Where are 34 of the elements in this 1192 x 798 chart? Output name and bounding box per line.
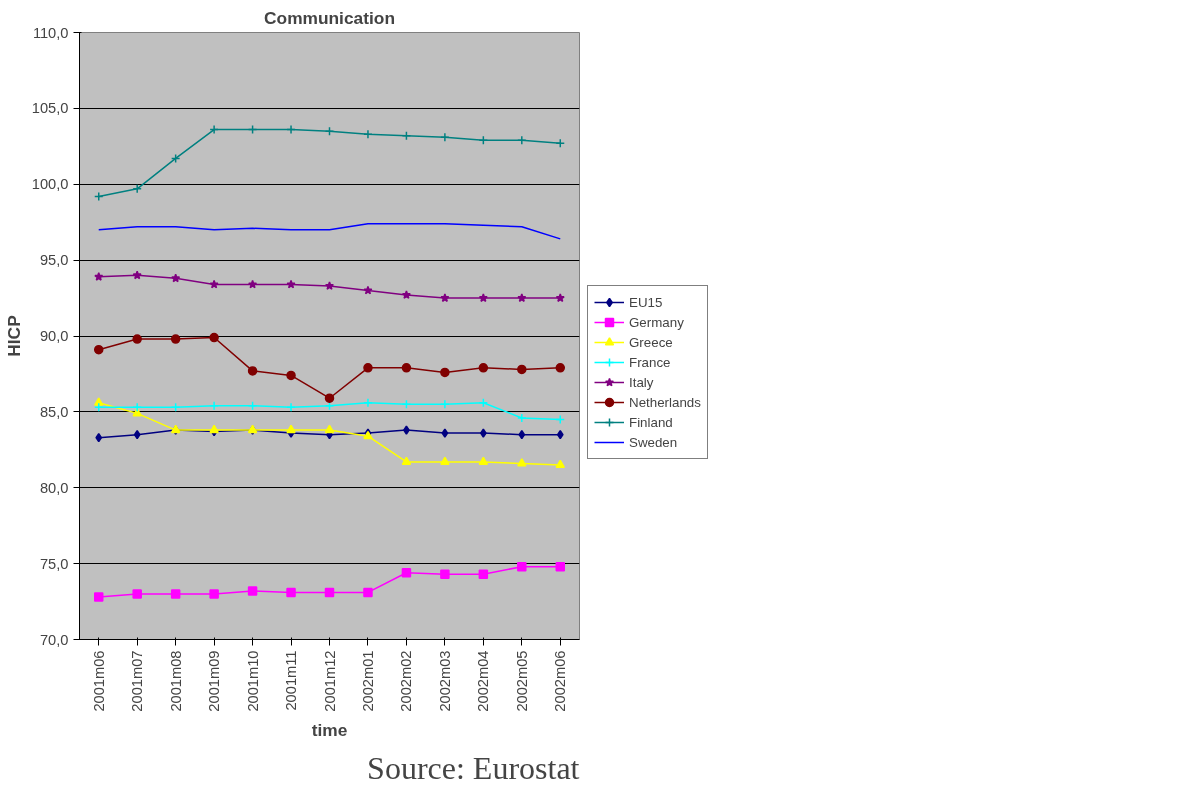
- y-tick-label: 105,0: [31, 100, 69, 117]
- y-tick-label: 90,0: [39, 328, 69, 344]
- x-tick-label: 2002m02: [398, 650, 415, 712]
- y-tick-label: 110,0: [32, 24, 69, 41]
- x-tick-label: 2002m03: [436, 650, 453, 712]
- legend-label: Italy: [629, 374, 654, 390]
- x-tick-label: 2001m08: [167, 650, 184, 712]
- source-note: Source: Eurostat: [367, 749, 580, 786]
- y-tick-label: 100,0: [31, 176, 69, 193]
- x-tick-label: 2001m07: [129, 650, 146, 712]
- legend-label: Netherlands: [629, 394, 701, 410]
- x-tick-label: 2001m06: [90, 650, 107, 712]
- x-tick-label: 2002m06: [552, 650, 569, 712]
- x-tick-label: 2002m01: [359, 650, 376, 712]
- x-tick-label: 2001m11: [283, 650, 300, 711]
- x-tick-label: 2001m10: [244, 650, 261, 712]
- x-tick-label: 2001m12: [321, 650, 338, 712]
- y-tick-label: 70,0: [39, 631, 69, 648]
- x-axis-title: time: [311, 719, 348, 740]
- legend-label: Greece: [629, 334, 673, 350]
- legend-label: EU15: [629, 294, 663, 310]
- y-tick-label: 80,0: [39, 479, 69, 496]
- x-tick-label: 2002m04: [475, 650, 492, 712]
- legend-label: Germany: [629, 314, 684, 330]
- chart-title: Communication: [264, 7, 395, 28]
- y-tick-label: 85,0: [39, 403, 69, 420]
- y-tick-label: 75,0: [39, 555, 69, 572]
- legend-label: Finland: [629, 414, 673, 430]
- legend-label: France: [629, 354, 671, 370]
- x-tick-label: 2002m05: [513, 650, 530, 712]
- y-axis-title: HICP: [3, 315, 24, 357]
- y-tick-label: 95,0: [39, 252, 69, 269]
- legend-label: Sweden: [629, 434, 678, 450]
- x-tick-label: 2001m09: [206, 650, 223, 712]
